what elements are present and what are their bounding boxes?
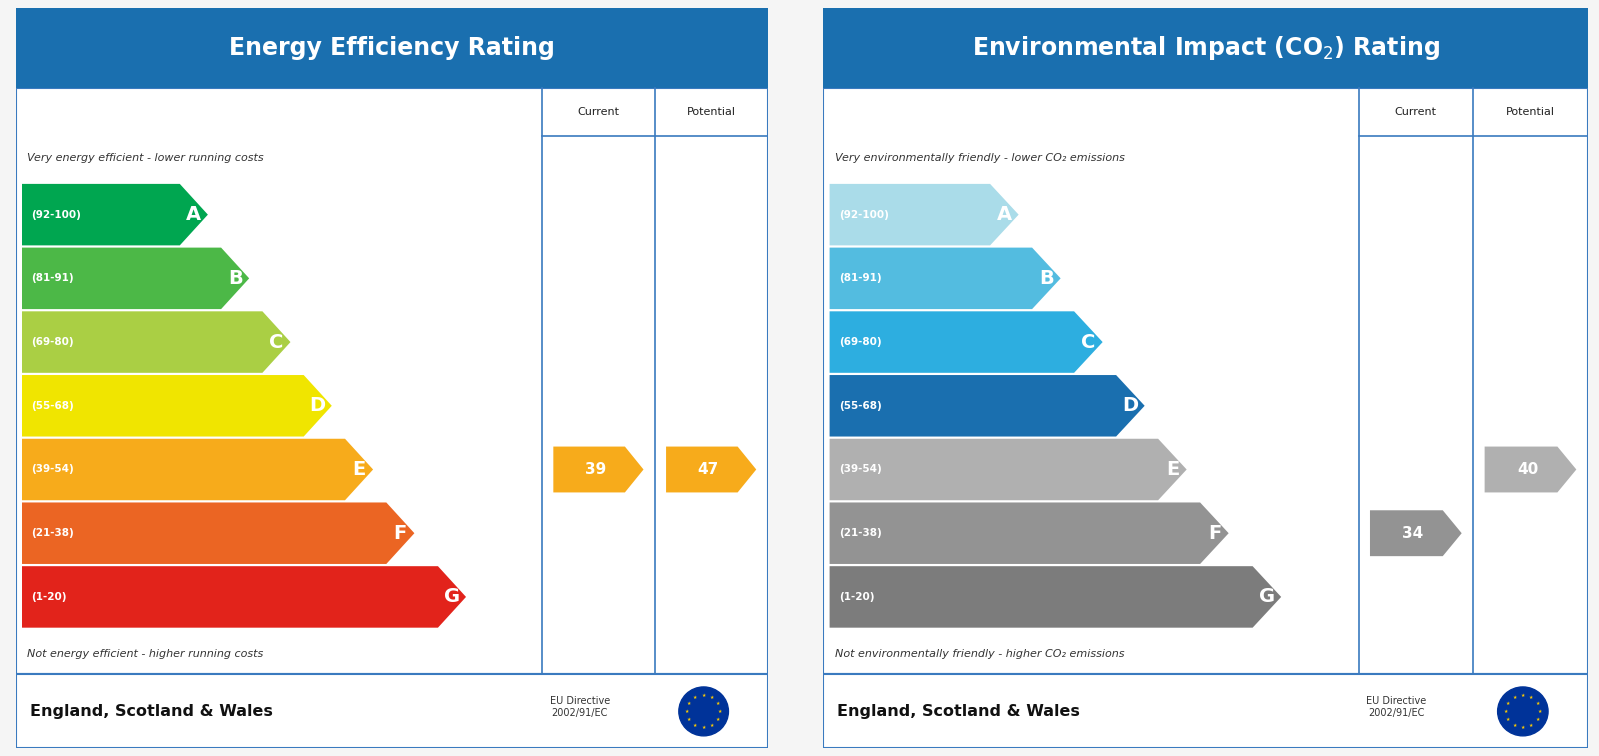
Polygon shape [830, 566, 1281, 627]
Text: England, Scotland & Wales: England, Scotland & Wales [29, 704, 272, 719]
Polygon shape [22, 438, 373, 500]
Text: ★: ★ [1529, 723, 1533, 728]
Text: F: F [1207, 524, 1222, 543]
Text: (92-100): (92-100) [839, 209, 889, 220]
Text: ★: ★ [716, 701, 720, 706]
Polygon shape [22, 503, 414, 564]
Text: (92-100): (92-100) [30, 209, 82, 220]
Polygon shape [830, 438, 1186, 500]
Text: (21-38): (21-38) [30, 528, 74, 538]
Polygon shape [22, 248, 249, 309]
Text: (81-91): (81-91) [839, 274, 881, 284]
Text: ★: ★ [1521, 692, 1525, 698]
Polygon shape [553, 447, 643, 492]
Text: Potential: Potential [1506, 107, 1554, 116]
Text: G: G [445, 587, 461, 606]
Text: (81-91): (81-91) [30, 274, 74, 284]
Polygon shape [830, 184, 1019, 246]
Text: 40: 40 [1517, 462, 1538, 477]
Text: E: E [1166, 460, 1178, 479]
Text: ★: ★ [684, 709, 689, 714]
Text: ★: ★ [1503, 709, 1508, 714]
Text: C: C [269, 333, 283, 352]
Text: ★: ★ [710, 723, 715, 728]
Bar [823, 674, 1588, 748]
Polygon shape [22, 566, 465, 627]
Polygon shape [22, 311, 291, 373]
Text: Energy Efficiency Rating: Energy Efficiency Rating [229, 36, 555, 60]
Circle shape [680, 687, 729, 736]
Polygon shape [667, 447, 756, 492]
Bar [823, 88, 1588, 674]
Text: ★: ★ [1535, 717, 1540, 722]
Text: (39-54): (39-54) [30, 464, 74, 475]
Polygon shape [22, 375, 331, 436]
Text: C: C [1081, 333, 1095, 352]
Text: ★: ★ [1538, 709, 1541, 714]
Polygon shape [830, 248, 1060, 309]
Text: B: B [227, 269, 243, 288]
Text: D: D [1122, 396, 1138, 415]
Text: Current: Current [577, 107, 619, 116]
Text: Potential: Potential [686, 107, 736, 116]
Text: ★: ★ [1535, 701, 1540, 706]
Text: ★: ★ [1506, 701, 1511, 706]
Bar [16, 674, 768, 748]
Text: ★: ★ [694, 695, 697, 700]
Polygon shape [830, 375, 1145, 436]
Polygon shape [830, 503, 1228, 564]
Text: ★: ★ [1513, 695, 1516, 700]
Text: ★: ★ [718, 709, 723, 714]
Text: ★: ★ [1521, 725, 1525, 730]
Text: B: B [1039, 269, 1054, 288]
Text: ★: ★ [1513, 723, 1516, 728]
Text: Very environmentally friendly - lower CO₂ emissions: Very environmentally friendly - lower CO… [835, 153, 1124, 163]
Text: F: F [393, 524, 408, 543]
Text: Environmental Impact (CO$_2$) Rating: Environmental Impact (CO$_2$) Rating [972, 33, 1439, 61]
Text: ★: ★ [694, 723, 697, 728]
Text: ★: ★ [702, 725, 705, 730]
Text: (39-54): (39-54) [839, 464, 881, 475]
Text: ★: ★ [716, 717, 720, 722]
Text: ★: ★ [702, 692, 705, 698]
Text: (69-80): (69-80) [30, 337, 74, 347]
Text: (69-80): (69-80) [839, 337, 881, 347]
Polygon shape [22, 184, 208, 246]
Text: Current: Current [1394, 107, 1438, 116]
Text: ★: ★ [688, 717, 691, 722]
Text: ★: ★ [710, 695, 715, 700]
Text: (55-68): (55-68) [30, 401, 74, 411]
Text: ★: ★ [1529, 695, 1533, 700]
Circle shape [1498, 687, 1548, 736]
Bar [823, 8, 1588, 88]
Text: ★: ★ [1506, 717, 1511, 722]
Text: ★: ★ [688, 701, 691, 706]
Text: EU Directive
2002/91/EC: EU Directive 2002/91/EC [550, 696, 609, 717]
Text: EU Directive
2002/91/EC: EU Directive 2002/91/EC [1366, 696, 1426, 717]
Text: (21-38): (21-38) [839, 528, 881, 538]
Text: A: A [185, 205, 201, 224]
Text: Not energy efficient - higher running costs: Not energy efficient - higher running co… [27, 649, 264, 659]
Polygon shape [1370, 510, 1461, 556]
Text: 47: 47 [697, 462, 720, 477]
Text: (55-68): (55-68) [839, 401, 881, 411]
Text: 39: 39 [585, 462, 606, 477]
Text: England, Scotland & Wales: England, Scotland & Wales [838, 704, 1079, 719]
Text: 34: 34 [1402, 525, 1423, 541]
Text: A: A [996, 205, 1012, 224]
Text: E: E [352, 460, 366, 479]
Text: (1-20): (1-20) [30, 592, 67, 602]
Polygon shape [830, 311, 1103, 373]
Polygon shape [1484, 447, 1577, 492]
Text: G: G [1258, 587, 1274, 606]
Text: Very energy efficient - lower running costs: Very energy efficient - lower running co… [27, 153, 264, 163]
Text: (1-20): (1-20) [839, 592, 875, 602]
Text: Not environmentally friendly - higher CO₂ emissions: Not environmentally friendly - higher CO… [835, 649, 1124, 659]
Bar [16, 8, 768, 88]
Text: D: D [310, 396, 326, 415]
Bar [16, 88, 768, 674]
